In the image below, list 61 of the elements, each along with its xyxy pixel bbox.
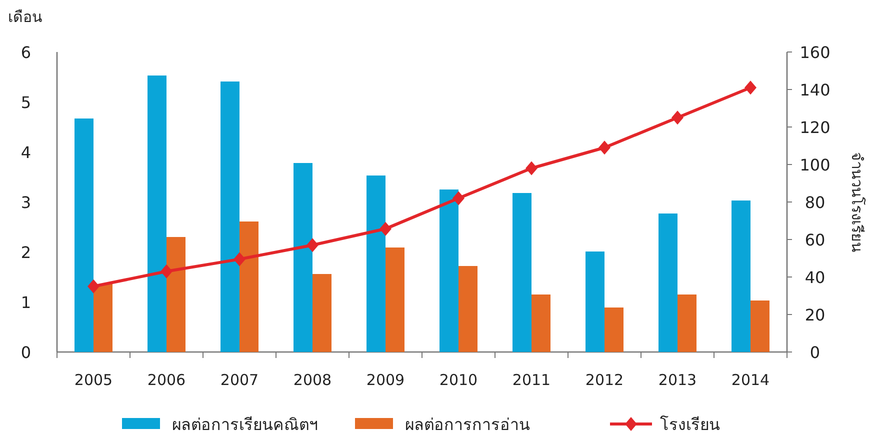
bar [732,200,750,352]
y-tick-label: 0 [20,343,32,362]
bar [678,294,696,352]
y2-tick-label: 140 [800,80,830,100]
y-tick-label: 3 [20,193,32,212]
y2-tick-label: 60 [804,230,826,250]
bar [312,274,332,352]
bar [750,300,770,352]
y2-axis-title: จำนวนโรงเรียน [848,152,866,252]
y2-tick-label: 100 [800,156,830,174]
point [88,279,100,294]
point [672,110,684,125]
legend-label: โรงเรียน [660,415,720,434]
bar [366,176,386,352]
bar [74,118,94,352]
bar [220,82,240,352]
bar [512,193,532,352]
bar [586,252,604,352]
bar [240,222,258,352]
x-tick-label: 2013 [658,371,697,389]
x-tick-label: 2011 [512,371,551,389]
point [598,140,610,155]
y-axis-title: เดือน [8,8,42,26]
legend-label: ผลต่อการการอ่าน [405,415,530,434]
point [306,238,318,252]
y2-tick-label: 40 [804,268,826,287]
bar [294,163,312,352]
bar [166,237,186,352]
point [526,161,538,176]
bar [94,284,112,352]
y2-tick-label: 120 [800,118,830,137]
bar [604,308,624,352]
x-tick-label: 2009 [366,371,405,389]
point [234,252,246,266]
legend-label: ผลต่อการเรียนคณิตฯ [172,415,318,434]
point [452,191,464,206]
y-tick-label: 2 [20,243,32,262]
x-tick-label: 2006 [147,371,186,389]
bar [658,214,678,352]
x-tick-label: 2014 [731,371,770,389]
point [160,264,172,278]
bar [440,190,458,352]
y2-tick-label: 160 [800,43,830,62]
point [744,80,756,95]
x-tick-label: 2007 [220,371,259,389]
y2-tick-label: 0 [810,343,820,362]
x-tick-label: 2005 [74,371,113,389]
point [380,222,392,236]
y-tick-label: 5 [20,93,32,112]
y2-tick-label: 80 [804,193,826,212]
y-tick-label: 6 [20,43,32,62]
bar [386,248,404,352]
x-tick-label: 2008 [293,371,332,389]
bar [532,294,550,352]
bar [458,266,478,352]
x-tick-label: 2012 [585,371,624,389]
x-tick-label: 2010 [439,371,478,389]
bar [148,76,166,352]
y-tick-label: 4 [20,143,32,162]
y2-tick-label: 20 [804,306,826,324]
y-tick-label: 1 [20,293,32,312]
